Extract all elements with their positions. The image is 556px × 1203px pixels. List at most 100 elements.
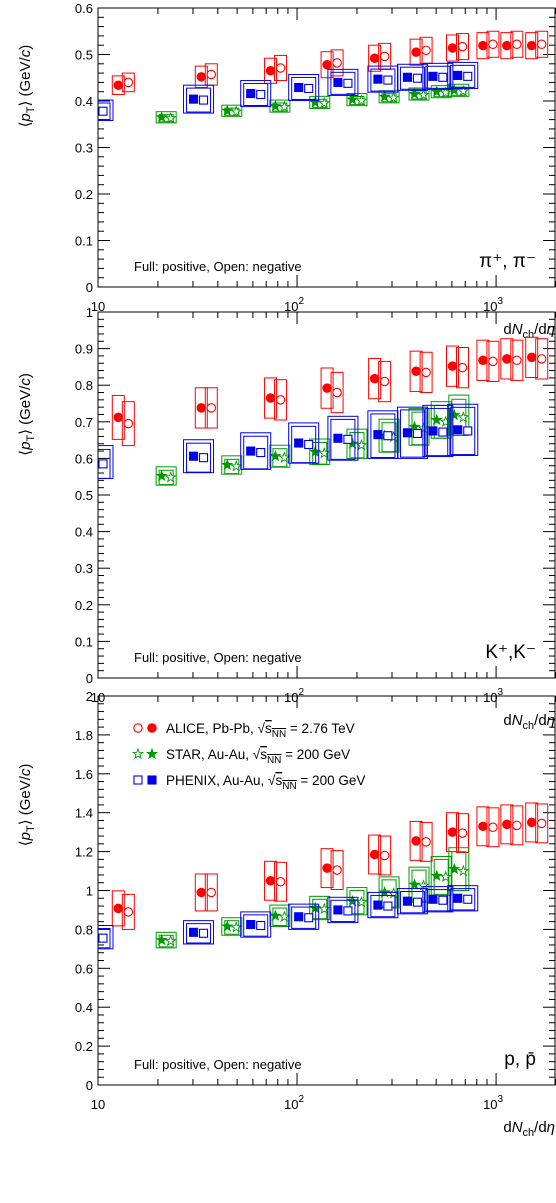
y-tick-label: 0.5 [75, 48, 93, 63]
data-point-positive [155, 469, 168, 482]
sys-box-negative [243, 914, 269, 937]
data-layer [98, 336, 549, 486]
data-point-positive [502, 40, 512, 51]
data-point-negative [438, 895, 448, 905]
sys-box-positive [240, 911, 272, 938]
legend-marker-filled [147, 775, 157, 785]
data-point-negative [343, 434, 353, 444]
data-point-negative [206, 403, 217, 413]
data-point-negative [417, 88, 430, 101]
sys-box-positive [346, 887, 368, 916]
sys-box-negative [330, 899, 356, 923]
x-tick-label: 10 [91, 299, 105, 314]
data-point-positive [448, 862, 461, 875]
data-point-positive [447, 827, 458, 837]
data-point-negative [463, 426, 473, 436]
data-point-positive [113, 903, 124, 914]
data-point-positive [265, 66, 276, 76]
data-point-positive [478, 355, 488, 366]
sys-box-negative [370, 68, 396, 92]
sys-box-positive [367, 891, 399, 919]
sys-box-positive [98, 99, 114, 122]
data-layer [98, 802, 549, 950]
sys-box-negative [98, 448, 111, 479]
data-point-positive [447, 43, 458, 53]
data-point-negative [278, 910, 291, 922]
sys-box-positive [367, 65, 399, 93]
y-tick-label: 0.4 [75, 94, 93, 109]
sys-box-positive [430, 85, 452, 99]
sys-box-positive [430, 855, 452, 896]
sys-box-positive [422, 404, 454, 458]
x-axis-title: dNch/dη [503, 321, 555, 341]
y-tick-label: 0 [86, 280, 93, 295]
data-point-negative [512, 820, 522, 831]
data-point-positive [113, 412, 124, 423]
data-point-positive [188, 927, 199, 937]
y-tick-label: 1.2 [75, 845, 93, 860]
data-point-negative [457, 828, 468, 838]
sys-box-positive [408, 87, 430, 101]
data-point-positive [526, 352, 537, 363]
sys-box-negative [399, 891, 425, 914]
data-point-positive [428, 71, 438, 81]
sys-box-positive [320, 367, 334, 409]
sys-box-positive [98, 445, 114, 480]
data-point-positive [526, 40, 537, 51]
data-point-positive [269, 99, 282, 112]
data-point-negative [488, 39, 498, 50]
data-point-positive [373, 74, 383, 84]
sys-box-negative [399, 66, 425, 90]
sys-box-negative [291, 76, 317, 100]
sys-box-positive [447, 885, 479, 912]
y-tick-label: 0.2 [75, 187, 93, 202]
data-point-negative [318, 97, 331, 109]
data-point-positive [294, 82, 304, 93]
annotation-text: Full: positive, Open: negative [134, 1057, 302, 1072]
data-point-negative [164, 934, 177, 947]
sys-box-positive [155, 111, 177, 124]
data-point-negative [275, 63, 286, 73]
y-tick-label: 0.5 [75, 488, 93, 503]
data-point-negative [304, 83, 314, 93]
data-point-negative [304, 439, 314, 450]
sys-box-positive [240, 80, 272, 108]
data-point-positive [430, 413, 443, 426]
legend-marker-filled [147, 723, 157, 733]
data-point-positive [155, 933, 168, 946]
data-point-negative [383, 75, 393, 85]
data-point-negative [355, 94, 368, 106]
data-point-positive [246, 89, 256, 99]
data-point-negative [457, 864, 470, 877]
data-point-positive [402, 428, 412, 438]
sys-box-negative [243, 82, 269, 107]
sys-box-negative [274, 54, 288, 82]
sys-box-negative [330, 418, 356, 460]
data-point-positive [294, 912, 304, 922]
data-point-negative [332, 58, 342, 68]
y-tick-label: 1 [86, 884, 93, 899]
data-point-negative [383, 431, 393, 441]
data-point-negative [98, 933, 108, 943]
particle-label: K⁺,K⁻ [485, 642, 536, 663]
data-point-positive [478, 40, 488, 51]
sys-box-negative [425, 65, 451, 89]
x-tick-label: 103 [483, 1094, 503, 1112]
series-square [98, 61, 479, 122]
series-circle [111, 336, 549, 447]
data-point-negative [343, 78, 353, 88]
sys-box-negative [370, 894, 396, 918]
y-axis-title: ⟨pT⟩ (GeV/c) [17, 45, 37, 128]
sys-box-positive [422, 62, 454, 90]
data-point-positive [526, 817, 537, 828]
sys-box-positive [155, 466, 177, 486]
data-point-negative [379, 376, 390, 387]
y-tick-label: 0.6 [75, 451, 93, 466]
y-tick-label: 0.4 [75, 525, 93, 540]
y-axis-title: ⟨pT⟩ (GeV/c) [17, 764, 37, 847]
sys-box-positive [288, 903, 320, 930]
sys-box-negative [186, 923, 212, 944]
y-tick-label: 1.6 [75, 767, 93, 782]
legend-label: PHENIX, Au-Au, √sNN = 200 GeV [166, 773, 365, 792]
data-point-positive [453, 893, 463, 903]
